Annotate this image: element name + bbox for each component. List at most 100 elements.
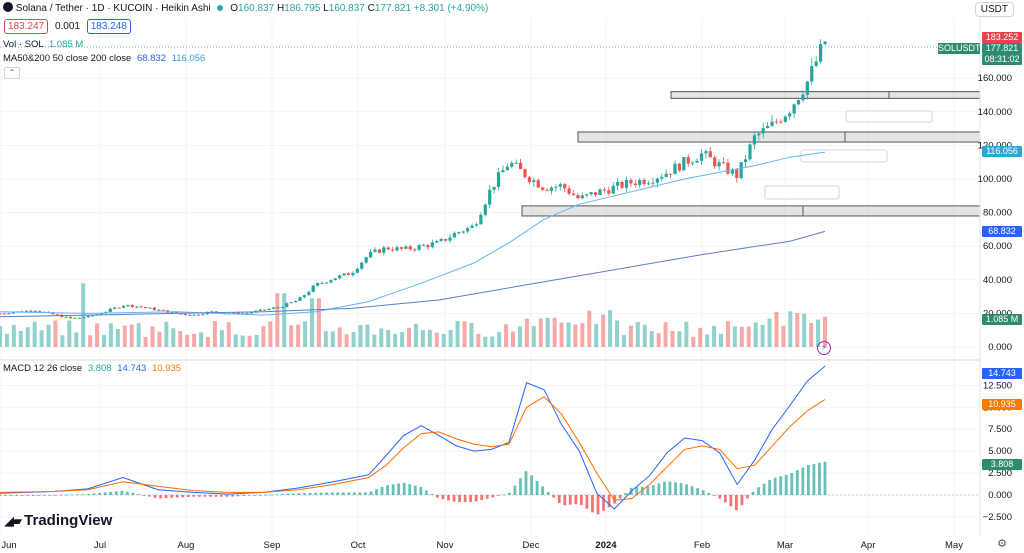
candle-body-105: [461, 231, 465, 233]
macd-hist-bar-111: [613, 495, 616, 504]
volume-bar-19: [129, 324, 134, 347]
candle-body-134: [589, 192, 593, 195]
time-tick-10: Apr: [861, 540, 876, 551]
candle-body-74: [324, 282, 329, 284]
volume-bar-65: [448, 330, 453, 347]
candle-body-120: [527, 177, 532, 183]
bid-price[interactable]: 183.247: [4, 19, 49, 34]
candle-body-83: [364, 257, 368, 263]
macd-hist-bar-60: [330, 492, 334, 495]
macd-hist-bar-30: [164, 495, 168, 499]
chart-header: Solana / Tether · 1D · KUCOIN · Heikin A…: [3, 0, 488, 18]
volume-bar-27: [185, 334, 190, 347]
candle-body-65: [285, 303, 289, 308]
macd-signal-legend-value: 10.935: [151, 363, 182, 374]
macd-hist-bar-106: [585, 495, 589, 509]
candle-body-118: [518, 162, 523, 170]
candle-body-153: [673, 163, 677, 175]
volume-bar-2: [11, 324, 16, 347]
volume-bar-32: [219, 330, 224, 347]
macd-hist-bar-43: [236, 495, 240, 497]
volume-bar-39: [268, 321, 273, 347]
candle-body-28: [121, 305, 126, 308]
volume-bar-59: [407, 327, 412, 347]
zone-label-box-1: [800, 149, 888, 163]
macd-hist-bar-33: [181, 495, 185, 498]
macd-hist-bar-62: [341, 492, 345, 495]
macd-hist-bar-143: [790, 473, 794, 495]
volume-bar-98: [677, 331, 682, 347]
candle-body-117: [514, 162, 518, 164]
volume-legend-label: Vol · SOL: [3, 39, 44, 50]
candle-body-161: [708, 151, 712, 158]
macd-hist-bar-112: [618, 495, 622, 499]
volume-bar-112: [774, 312, 779, 347]
volume-bar-11: [74, 332, 79, 347]
macd-hist-bar-63: [347, 492, 351, 495]
macd-hist-bar-19: [103, 492, 107, 495]
volume-bar-89: [615, 320, 620, 347]
volume-bar-14: [95, 323, 100, 347]
macd-hist-bar-121: [668, 481, 672, 495]
volume-legend[interactable]: Vol · SOL 1.085 M: [3, 39, 83, 50]
volume-bar-94: [649, 331, 654, 347]
macd-hist-bar-78: [430, 493, 434, 495]
candle-body-125: [549, 187, 554, 191]
macd-hist-bar-9: [48, 495, 52, 496]
volume-bar-38: [261, 326, 266, 347]
symbol-title[interactable]: Solana / Tether · 1D · KUCOIN · Heikin A…: [15, 3, 211, 14]
candle-body-84: [368, 251, 373, 258]
price-tick-7: 140.000: [978, 107, 1012, 118]
macd-hist-bar-119: [657, 483, 661, 495]
macd-hist-bar-17: [92, 493, 96, 495]
volume-bar-8: [53, 320, 58, 347]
price-axis[interactable]: 0.000 20.000 40.000 60.000 80.000 100.000 120.…: [978, 73, 1012, 523]
candle-body-181: [796, 100, 801, 105]
macd-hist-bar-83: [458, 495, 461, 503]
candle-body-102: [448, 237, 452, 241]
time-axis[interactable]: Jun Jul Aug Sep Oct Nov Dec 2024 Feb Mar Apr May: [1, 540, 963, 551]
ma-slow-tag: 68.832: [982, 226, 1022, 237]
currency-selector[interactable]: USDT: [974, 2, 1014, 17]
ask-price[interactable]: 183.248: [86, 19, 131, 34]
macd-tick-1: 0.000: [988, 490, 1012, 501]
macd-hist-bar-138: [762, 483, 766, 495]
macd-hist-bar-48: [264, 494, 268, 496]
candle-body-109: [479, 214, 483, 225]
candle-body-187: [823, 41, 827, 45]
macd-hist-bar-118: [651, 485, 655, 495]
macd-legend[interactable]: MACD 12 26 close 3.808 14.743 10.935: [3, 363, 181, 374]
macd-hist-bar-22: [120, 490, 124, 495]
macd-hist-bar-144: [795, 470, 799, 495]
candle-body-30: [130, 304, 134, 308]
candle-body-148: [651, 182, 655, 184]
macd-hist-bar-101: [557, 495, 561, 504]
ma-legend-label: MA50&200 50 close 200 close: [3, 53, 132, 64]
volume-bar-4: [25, 327, 30, 347]
candle-body-32: [139, 306, 143, 308]
macd-hist-bar-14: [76, 494, 79, 496]
candle-body-165: [726, 162, 730, 174]
collapse-chevron-icon[interactable]: ⌃: [4, 67, 20, 79]
candle-body-0: [0, 313, 2, 315]
macd-hist-bar-46: [253, 495, 257, 496]
volume-bar-88: [608, 310, 613, 347]
macd-hist-bar-70: [386, 485, 389, 495]
candle-body-144: [633, 183, 637, 185]
macd-hist-bar-137: [757, 487, 760, 495]
candle-body-169: [743, 159, 748, 163]
macd-hist-bar-68: [375, 489, 378, 495]
lightning-icon[interactable]: ⚡: [817, 341, 831, 355]
macd-hist-bar-65: [358, 492, 362, 495]
candle-body-16: [68, 316, 73, 319]
settings-gear-icon[interactable]: ⚙: [997, 538, 1007, 550]
macd-hist-bar-72: [397, 483, 401, 495]
ma-legend[interactable]: MA50&200 50 close 200 close 68.832 116.0…: [3, 53, 205, 64]
macd-pane: [0, 365, 980, 515]
macd-hist-bar-77: [424, 490, 428, 495]
tradingview-logo[interactable]: ◢▰ TradingView: [4, 512, 112, 529]
macd-hist-bar-81: [447, 495, 450, 501]
high-price-tag: 183.252: [982, 32, 1022, 43]
volume-bar-35: [240, 335, 245, 347]
